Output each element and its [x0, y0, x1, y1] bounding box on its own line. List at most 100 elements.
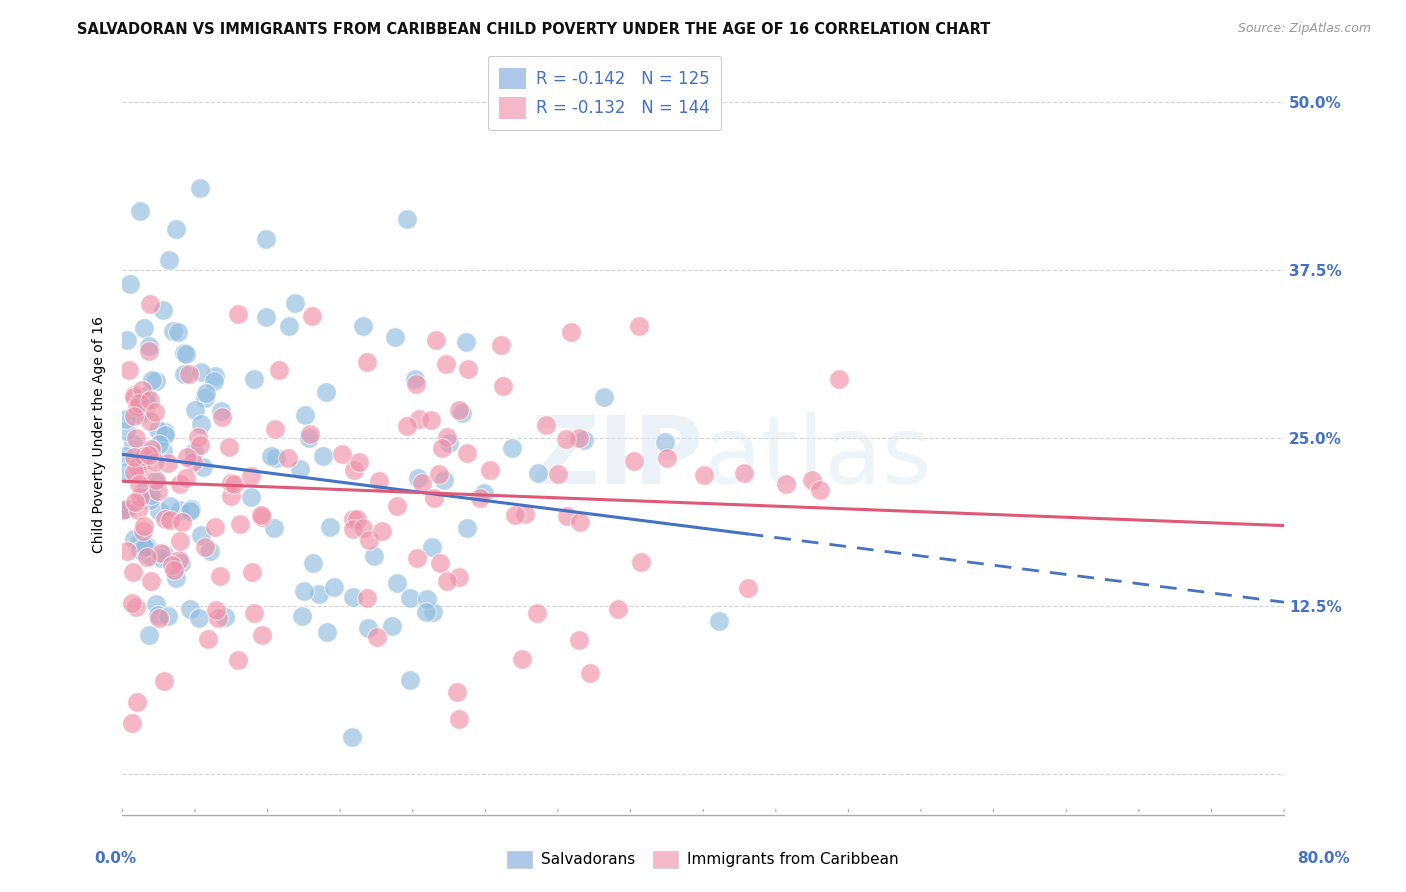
Point	[298, 427, 321, 442]
Point	[456, 521, 478, 535]
Point	[315, 384, 337, 399]
Point	[205, 603, 228, 617]
Point	[425, 333, 447, 347]
Point	[492, 378, 515, 392]
Point	[150, 545, 173, 559]
Point	[277, 319, 299, 334]
Point	[579, 666, 602, 681]
Point	[127, 460, 149, 475]
Point	[204, 520, 226, 534]
Point	[194, 391, 217, 405]
Point	[606, 602, 628, 616]
Point	[145, 475, 167, 490]
Point	[187, 430, 209, 444]
Point	[491, 337, 513, 351]
Text: atlas: atlas	[703, 411, 931, 504]
Point	[128, 451, 150, 466]
Point	[242, 606, 264, 620]
Point	[135, 393, 157, 408]
Point	[165, 571, 187, 585]
Point	[396, 211, 419, 226]
Point	[385, 576, 408, 591]
Point	[131, 383, 153, 397]
Point	[202, 374, 225, 388]
Point	[240, 468, 263, 483]
Point	[157, 456, 180, 470]
Point	[284, 296, 307, 310]
Point	[371, 524, 394, 538]
Point	[135, 389, 157, 403]
Point	[155, 512, 177, 526]
Point	[173, 368, 195, 382]
Point	[263, 521, 285, 535]
Point	[131, 534, 153, 549]
Point	[127, 503, 149, 517]
Point	[408, 412, 430, 426]
Point	[252, 509, 274, 524]
Point	[148, 437, 170, 451]
Point	[277, 450, 299, 465]
Point	[124, 388, 146, 402]
Point	[128, 203, 150, 218]
Point	[176, 450, 198, 464]
Point	[157, 253, 180, 268]
Point	[188, 438, 211, 452]
Point	[226, 653, 249, 667]
Point	[474, 486, 496, 500]
Point	[179, 602, 201, 616]
Point	[128, 536, 150, 550]
Point	[342, 512, 364, 526]
Point	[138, 448, 160, 462]
Point	[148, 423, 170, 437]
Point	[385, 500, 408, 514]
Point	[128, 455, 150, 469]
Point	[124, 391, 146, 405]
Point	[411, 475, 433, 490]
Point	[159, 513, 181, 527]
Point	[429, 557, 451, 571]
Point	[115, 333, 138, 347]
Point	[560, 326, 582, 340]
Point	[132, 485, 155, 500]
Point	[208, 569, 231, 583]
Point	[135, 541, 157, 555]
Point	[139, 442, 162, 457]
Point	[127, 696, 149, 710]
Point	[134, 403, 156, 417]
Point	[450, 406, 472, 420]
Point	[263, 422, 285, 436]
Point	[356, 355, 378, 369]
Point	[457, 361, 479, 376]
Point	[167, 326, 190, 340]
Point	[433, 473, 456, 487]
Point	[593, 390, 616, 404]
Point	[121, 716, 143, 731]
Point	[352, 319, 374, 334]
Point	[422, 491, 444, 505]
Point	[478, 463, 501, 477]
Legend: R = -0.142   N = 125, R = -0.132   N = 144: R = -0.142 N = 125, R = -0.132 N = 144	[488, 56, 721, 130]
Point	[188, 181, 211, 195]
Point	[775, 477, 797, 491]
Point	[316, 625, 339, 640]
Point	[568, 431, 591, 445]
Point	[733, 466, 755, 480]
Text: 80.0%: 80.0%	[1296, 851, 1350, 865]
Point	[218, 440, 240, 454]
Point	[194, 540, 217, 554]
Text: Source: ZipAtlas.com: Source: ZipAtlas.com	[1237, 22, 1371, 36]
Point	[416, 591, 439, 606]
Point	[547, 467, 569, 482]
Point	[174, 346, 197, 360]
Point	[143, 455, 166, 469]
Point	[145, 473, 167, 487]
Point	[357, 621, 380, 635]
Point	[115, 412, 138, 426]
Point	[211, 409, 233, 424]
Point	[169, 502, 191, 516]
Point	[156, 609, 179, 624]
Point	[398, 591, 420, 606]
Point	[128, 477, 150, 491]
Point	[121, 436, 143, 450]
Point	[183, 445, 205, 459]
